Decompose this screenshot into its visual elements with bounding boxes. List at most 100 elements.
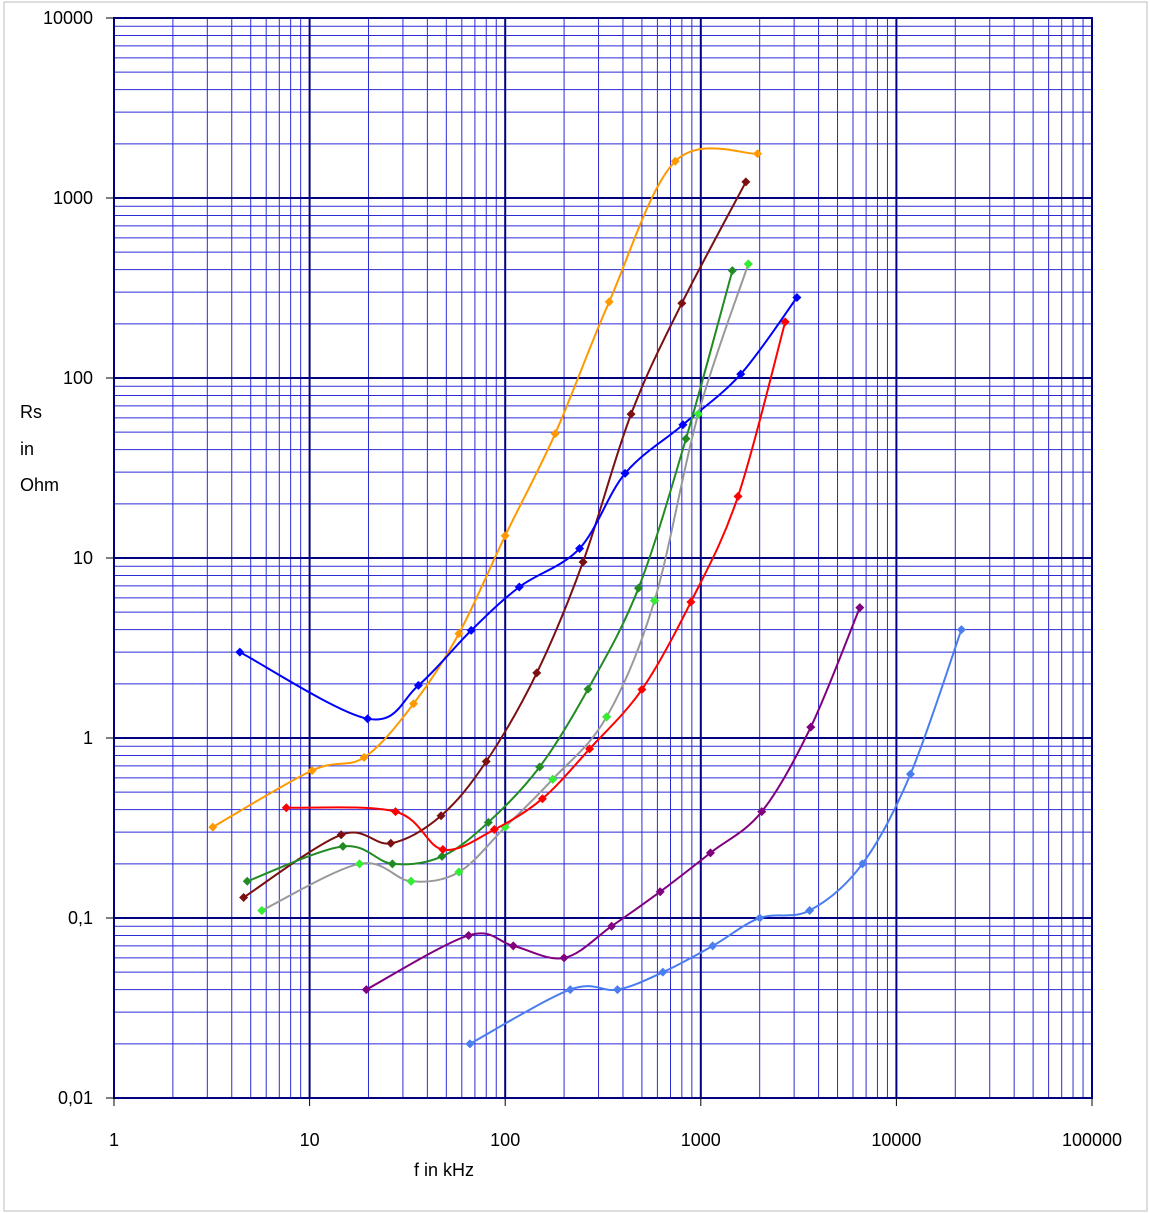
x-tick-label: 10000	[871, 1130, 921, 1150]
data-point	[454, 867, 464, 877]
data-point	[413, 680, 423, 690]
series-line	[212, 147, 758, 828]
data-point	[612, 985, 622, 995]
data-point	[532, 668, 542, 678]
series-8	[361, 603, 865, 995]
data-point	[386, 838, 396, 848]
data-point	[626, 409, 636, 419]
data-point	[753, 149, 763, 159]
data-point	[678, 420, 688, 430]
y-tick-label: 1000	[53, 188, 93, 208]
data-point	[857, 859, 867, 869]
data-point	[741, 177, 751, 187]
data-point	[537, 794, 547, 804]
data-point	[387, 859, 397, 869]
data-point	[736, 369, 746, 379]
x-tick-labels: 1 10 100 1000 10000 100000	[109, 1098, 1122, 1150]
data-point	[242, 876, 252, 886]
x-tick-label: 100	[490, 1130, 520, 1150]
data-point	[578, 557, 588, 567]
data-point	[792, 293, 802, 303]
data-point	[755, 913, 765, 923]
y-tick-label: 0,01	[58, 1088, 93, 1108]
series-layer	[208, 147, 966, 1049]
data-point	[757, 807, 767, 817]
y-tick-labels: 10000 1000 100 10 1 0,1 0,01	[43, 8, 114, 1108]
x-tick-label: 1	[109, 1130, 119, 1150]
data-point	[655, 887, 665, 897]
data-point	[602, 712, 612, 722]
data-point	[733, 491, 743, 501]
data-point	[575, 543, 585, 553]
data-point	[693, 409, 703, 419]
data-point	[359, 752, 369, 762]
data-point	[438, 845, 448, 855]
data-point	[483, 817, 493, 827]
series-1	[208, 147, 763, 832]
data-point	[409, 699, 419, 709]
data-point	[235, 647, 245, 657]
data-point	[583, 684, 593, 694]
y-tick-label: 100	[63, 368, 93, 388]
data-point	[650, 596, 660, 606]
data-point	[805, 906, 815, 916]
y-tick-label: 0,1	[68, 908, 93, 928]
data-point	[585, 744, 595, 754]
data-point	[436, 811, 446, 821]
data-point	[307, 765, 317, 775]
series-line	[239, 296, 798, 721]
data-point	[406, 876, 416, 886]
data-point	[855, 603, 865, 613]
y-tick-label: 10000	[43, 8, 93, 28]
data-point	[535, 762, 545, 772]
series-9	[465, 625, 966, 1049]
data-point	[670, 156, 680, 166]
data-point	[548, 774, 558, 784]
data-point	[658, 967, 668, 977]
data-point	[559, 953, 569, 963]
data-point	[481, 757, 491, 767]
series-2	[239, 177, 751, 902]
data-point	[708, 941, 718, 951]
series-7	[281, 317, 790, 855]
data-point	[620, 468, 630, 478]
data-point	[637, 684, 647, 694]
data-point	[607, 921, 617, 931]
x-tick-label: 100000	[1062, 1130, 1122, 1150]
data-point	[686, 597, 696, 607]
data-point	[391, 807, 401, 817]
chart-border	[3, 1, 1148, 1212]
data-point	[550, 429, 560, 439]
data-point	[208, 822, 218, 832]
series-4	[242, 266, 737, 886]
data-point	[500, 531, 510, 541]
data-point	[466, 625, 476, 635]
data-point	[780, 317, 790, 327]
y-axis-label-line-2: in	[20, 439, 34, 459]
data-point	[705, 848, 715, 858]
series-line	[469, 629, 963, 1045]
data-point	[454, 629, 464, 639]
series-3	[235, 293, 802, 724]
data-point	[239, 892, 249, 902]
data-point	[565, 985, 575, 995]
x-tick-label: 1000	[681, 1130, 721, 1150]
x-tick-label: 10	[300, 1130, 320, 1150]
data-point	[956, 625, 966, 635]
y-tick-label: 10	[73, 548, 93, 568]
data-point	[633, 583, 643, 593]
x-axis-label: f in kHz	[414, 1160, 474, 1180]
series-line	[365, 607, 861, 991]
data-point	[681, 434, 691, 444]
data-point	[355, 859, 365, 869]
data-point	[508, 941, 518, 951]
data-point	[677, 298, 687, 308]
series-6	[257, 259, 753, 916]
data-point	[281, 803, 291, 813]
data-point	[514, 582, 524, 592]
data-point	[743, 259, 753, 269]
data-point	[489, 825, 499, 835]
data-point	[361, 985, 371, 995]
